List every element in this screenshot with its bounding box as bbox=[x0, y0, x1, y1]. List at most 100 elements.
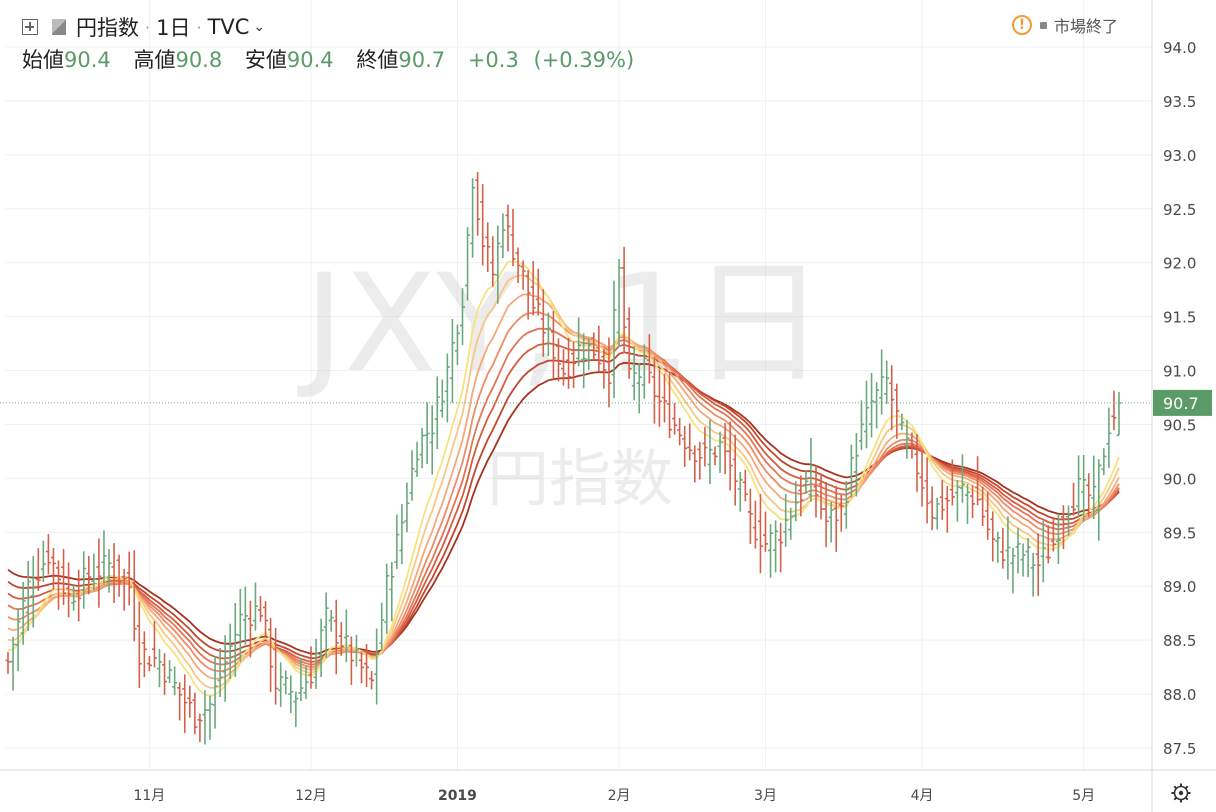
ohlc-bar[interactable] bbox=[510, 209, 516, 267]
ohlc-bar[interactable] bbox=[146, 656, 152, 672]
ohlc-bar[interactable] bbox=[374, 628, 380, 705]
ohlc-bar[interactable] bbox=[1076, 455, 1082, 518]
ohlc-bar[interactable] bbox=[843, 480, 849, 529]
ohlc-bar[interactable] bbox=[636, 363, 642, 414]
ohlc-bar[interactable] bbox=[454, 324, 460, 366]
ohlc-bar[interactable] bbox=[581, 333, 587, 389]
ohlc-bar[interactable] bbox=[30, 556, 36, 628]
ohlc-bar[interactable] bbox=[157, 648, 162, 688]
ohlc-bar[interactable] bbox=[752, 500, 758, 549]
ohlc-bar[interactable] bbox=[813, 465, 819, 518]
ohlc-bar[interactable] bbox=[66, 562, 72, 618]
ohlc-bar[interactable] bbox=[869, 373, 875, 438]
ohlc-bar[interactable] bbox=[1096, 459, 1102, 541]
ohlc-bar[interactable] bbox=[1086, 473, 1092, 517]
ohlc-bar[interactable] bbox=[131, 550, 137, 642]
ohlc-bar[interactable] bbox=[884, 360, 890, 404]
ohlc-bar[interactable] bbox=[677, 417, 683, 446]
ohlc-bar[interactable] bbox=[970, 485, 976, 519]
ohlc-bar[interactable] bbox=[894, 383, 900, 439]
ohlc-bar[interactable] bbox=[258, 596, 263, 622]
ohlc-bar[interactable] bbox=[35, 548, 41, 591]
ohlc-bar[interactable] bbox=[409, 450, 415, 501]
ohlc-bar[interactable] bbox=[576, 317, 582, 367]
ohlc-bar[interactable] bbox=[641, 344, 647, 399]
ohlc-bar[interactable] bbox=[141, 631, 147, 678]
chevron-down-icon[interactable]: ⌄ bbox=[253, 19, 266, 35]
ohlc-bar[interactable] bbox=[353, 634, 359, 667]
ohlc-bar[interactable] bbox=[252, 582, 258, 631]
ohlc-bar[interactable] bbox=[86, 555, 92, 595]
ohlc-bar[interactable] bbox=[20, 582, 26, 645]
ohlc-bar[interactable] bbox=[904, 420, 910, 459]
ohlc-bar[interactable] bbox=[874, 382, 880, 429]
ohlc-bar[interactable] bbox=[727, 421, 733, 491]
ohlc-bar[interactable] bbox=[934, 497, 940, 530]
ohlc-bar[interactable] bbox=[465, 227, 471, 301]
ohlc-bar[interactable] bbox=[783, 494, 789, 547]
interval[interactable]: 1日 bbox=[156, 16, 191, 40]
ohlc-bar[interactable] bbox=[242, 586, 248, 645]
ohlc-bar[interactable] bbox=[616, 259, 622, 347]
ohlc-bar[interactable] bbox=[126, 551, 132, 606]
ohlc-bar[interactable] bbox=[389, 562, 395, 622]
ohlc-bar[interactable] bbox=[101, 530, 107, 585]
ohlc-bar[interactable] bbox=[121, 568, 127, 611]
ohlc-bar[interactable] bbox=[949, 459, 955, 506]
ohlc-bar[interactable] bbox=[81, 551, 87, 609]
ohlc-bar[interactable] bbox=[995, 531, 1001, 563]
ohlc-bar[interactable] bbox=[369, 670, 375, 690]
ohlc-bar[interactable] bbox=[414, 441, 420, 477]
ohlc-bar[interactable] bbox=[535, 268, 541, 316]
ohlc-bar[interactable] bbox=[348, 636, 354, 686]
ohlc-bar[interactable] bbox=[763, 511, 768, 552]
ohlc-bar[interactable] bbox=[187, 685, 193, 718]
ohlc-bar[interactable] bbox=[838, 494, 844, 532]
ohlc-bar[interactable] bbox=[818, 473, 824, 520]
ohlc-bar[interactable] bbox=[853, 433, 859, 497]
ohlc-bar[interactable] bbox=[924, 457, 930, 524]
ohlc-bar[interactable] bbox=[667, 371, 673, 439]
ohlc-bar[interactable] bbox=[384, 563, 390, 634]
ohlc-bar[interactable] bbox=[778, 522, 784, 573]
ohlc-bar[interactable] bbox=[1020, 543, 1026, 577]
ohlc-bar[interactable] bbox=[71, 583, 77, 611]
ohlc-bar[interactable] bbox=[828, 501, 834, 543]
ohlc-bar[interactable] bbox=[232, 602, 238, 677]
ohlc-bar[interactable] bbox=[944, 485, 950, 533]
ohlc-bar[interactable] bbox=[111, 543, 117, 604]
ohlc-bar[interactable] bbox=[1060, 505, 1066, 550]
ohlc-bar[interactable] bbox=[1030, 552, 1036, 597]
ohlc-bar[interactable] bbox=[429, 405, 435, 475]
ohlc-bar[interactable] bbox=[1000, 527, 1006, 569]
ohlc-bar[interactable] bbox=[5, 651, 11, 674]
ohlc-bar[interactable] bbox=[247, 600, 253, 658]
ohlc-bar[interactable] bbox=[954, 480, 960, 522]
ohlc-bar[interactable] bbox=[61, 549, 67, 606]
ohlc-bar[interactable] bbox=[439, 379, 445, 418]
ohlc-bar[interactable] bbox=[611, 280, 617, 399]
ohlc-bar[interactable] bbox=[192, 692, 198, 735]
ohlc-bar[interactable] bbox=[1025, 538, 1031, 578]
ohlc-bar[interactable] bbox=[480, 184, 486, 266]
ohlc-bar[interactable] bbox=[56, 560, 61, 610]
ohlc-bar[interactable] bbox=[702, 427, 708, 467]
data-source[interactable]: TVC bbox=[207, 15, 250, 39]
ohlc-bar[interactable] bbox=[227, 623, 233, 679]
ohlc-bar[interactable] bbox=[833, 486, 839, 552]
ohlc-bar[interactable] bbox=[268, 617, 274, 692]
ohlc-bar[interactable] bbox=[333, 599, 339, 675]
ohlc-bar[interactable] bbox=[10, 636, 16, 691]
ohlc-bar[interactable] bbox=[914, 434, 920, 492]
ohlc-bar[interactable] bbox=[631, 346, 637, 401]
ohlc-bar[interactable] bbox=[278, 662, 284, 707]
ohlc-bar[interactable] bbox=[500, 213, 506, 259]
ohlc-bar[interactable] bbox=[959, 454, 965, 503]
ohlc-bar[interactable] bbox=[404, 482, 410, 533]
ohlc-bar[interactable] bbox=[182, 674, 188, 734]
ohlc-bar[interactable] bbox=[530, 261, 536, 316]
ohlc-bar[interactable] bbox=[197, 713, 203, 743]
ohlc-bar[interactable] bbox=[202, 690, 208, 745]
ohlc-bar[interactable] bbox=[732, 434, 738, 506]
ohlc-bar[interactable] bbox=[687, 423, 693, 461]
